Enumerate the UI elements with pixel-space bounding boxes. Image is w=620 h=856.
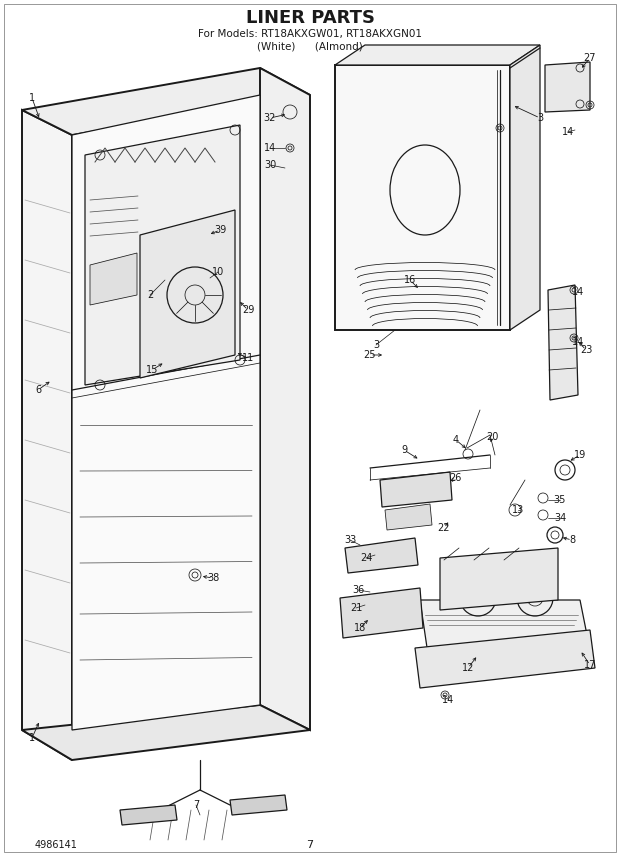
Text: 10: 10: [212, 267, 224, 277]
Text: 7: 7: [306, 840, 314, 850]
Text: 14: 14: [562, 127, 574, 137]
Text: 11: 11: [242, 353, 254, 363]
Text: 12: 12: [462, 663, 474, 673]
Text: 14: 14: [572, 287, 584, 297]
Text: 14: 14: [442, 695, 454, 705]
Polygon shape: [415, 630, 595, 688]
Text: 7: 7: [193, 800, 199, 810]
Text: 23: 23: [580, 345, 592, 355]
Polygon shape: [548, 285, 578, 400]
Polygon shape: [545, 62, 590, 112]
Text: LINER PARTS: LINER PARTS: [246, 9, 374, 27]
Text: 21: 21: [350, 603, 362, 613]
Polygon shape: [340, 588, 423, 638]
Text: 36: 36: [352, 585, 364, 595]
Text: 22: 22: [438, 523, 450, 533]
Text: 33: 33: [344, 535, 356, 545]
Polygon shape: [345, 538, 418, 573]
Text: 4986141: 4986141: [35, 840, 78, 850]
Text: 25: 25: [364, 350, 376, 360]
Text: 38: 38: [207, 573, 219, 583]
Text: 20: 20: [486, 432, 498, 442]
Polygon shape: [385, 504, 432, 530]
Text: 30: 30: [264, 160, 276, 170]
Polygon shape: [380, 472, 452, 507]
Text: 18: 18: [354, 623, 366, 633]
Text: 35: 35: [554, 495, 566, 505]
Text: 3: 3: [537, 113, 543, 123]
Text: 1: 1: [29, 93, 35, 103]
Text: 14: 14: [572, 337, 584, 347]
Text: 4: 4: [453, 435, 459, 445]
Polygon shape: [260, 68, 310, 730]
Text: 34: 34: [554, 513, 566, 523]
Text: 29: 29: [242, 305, 254, 315]
Text: 24: 24: [360, 553, 372, 563]
Text: For Models: RT18AKXGW01, RT18AKXGN01: For Models: RT18AKXGW01, RT18AKXGN01: [198, 29, 422, 39]
Text: 2: 2: [147, 290, 153, 300]
Text: 39: 39: [214, 225, 226, 235]
Text: 27: 27: [584, 53, 596, 63]
Text: 32: 32: [264, 113, 276, 123]
Polygon shape: [140, 210, 235, 378]
Polygon shape: [335, 45, 540, 65]
Polygon shape: [230, 795, 287, 815]
Polygon shape: [510, 45, 540, 330]
Text: 9: 9: [401, 445, 407, 455]
Text: 16: 16: [404, 275, 416, 285]
Text: 26: 26: [449, 473, 461, 483]
Text: 13: 13: [512, 505, 524, 515]
Text: 3: 3: [373, 340, 379, 350]
Text: 6: 6: [35, 385, 41, 395]
Text: 15: 15: [146, 365, 158, 375]
Polygon shape: [440, 548, 558, 610]
Polygon shape: [22, 705, 310, 760]
Polygon shape: [420, 600, 590, 668]
Text: 14: 14: [264, 143, 276, 153]
Polygon shape: [85, 125, 240, 385]
Polygon shape: [22, 68, 310, 135]
Polygon shape: [22, 110, 72, 760]
Text: 8: 8: [569, 535, 575, 545]
Polygon shape: [90, 253, 137, 305]
Polygon shape: [120, 805, 177, 825]
Text: 1: 1: [29, 733, 35, 743]
Text: (White)      (Almond): (White) (Almond): [257, 41, 363, 51]
Polygon shape: [335, 65, 510, 330]
Text: 19: 19: [574, 450, 586, 460]
Polygon shape: [72, 95, 260, 730]
Text: 17: 17: [584, 660, 596, 670]
